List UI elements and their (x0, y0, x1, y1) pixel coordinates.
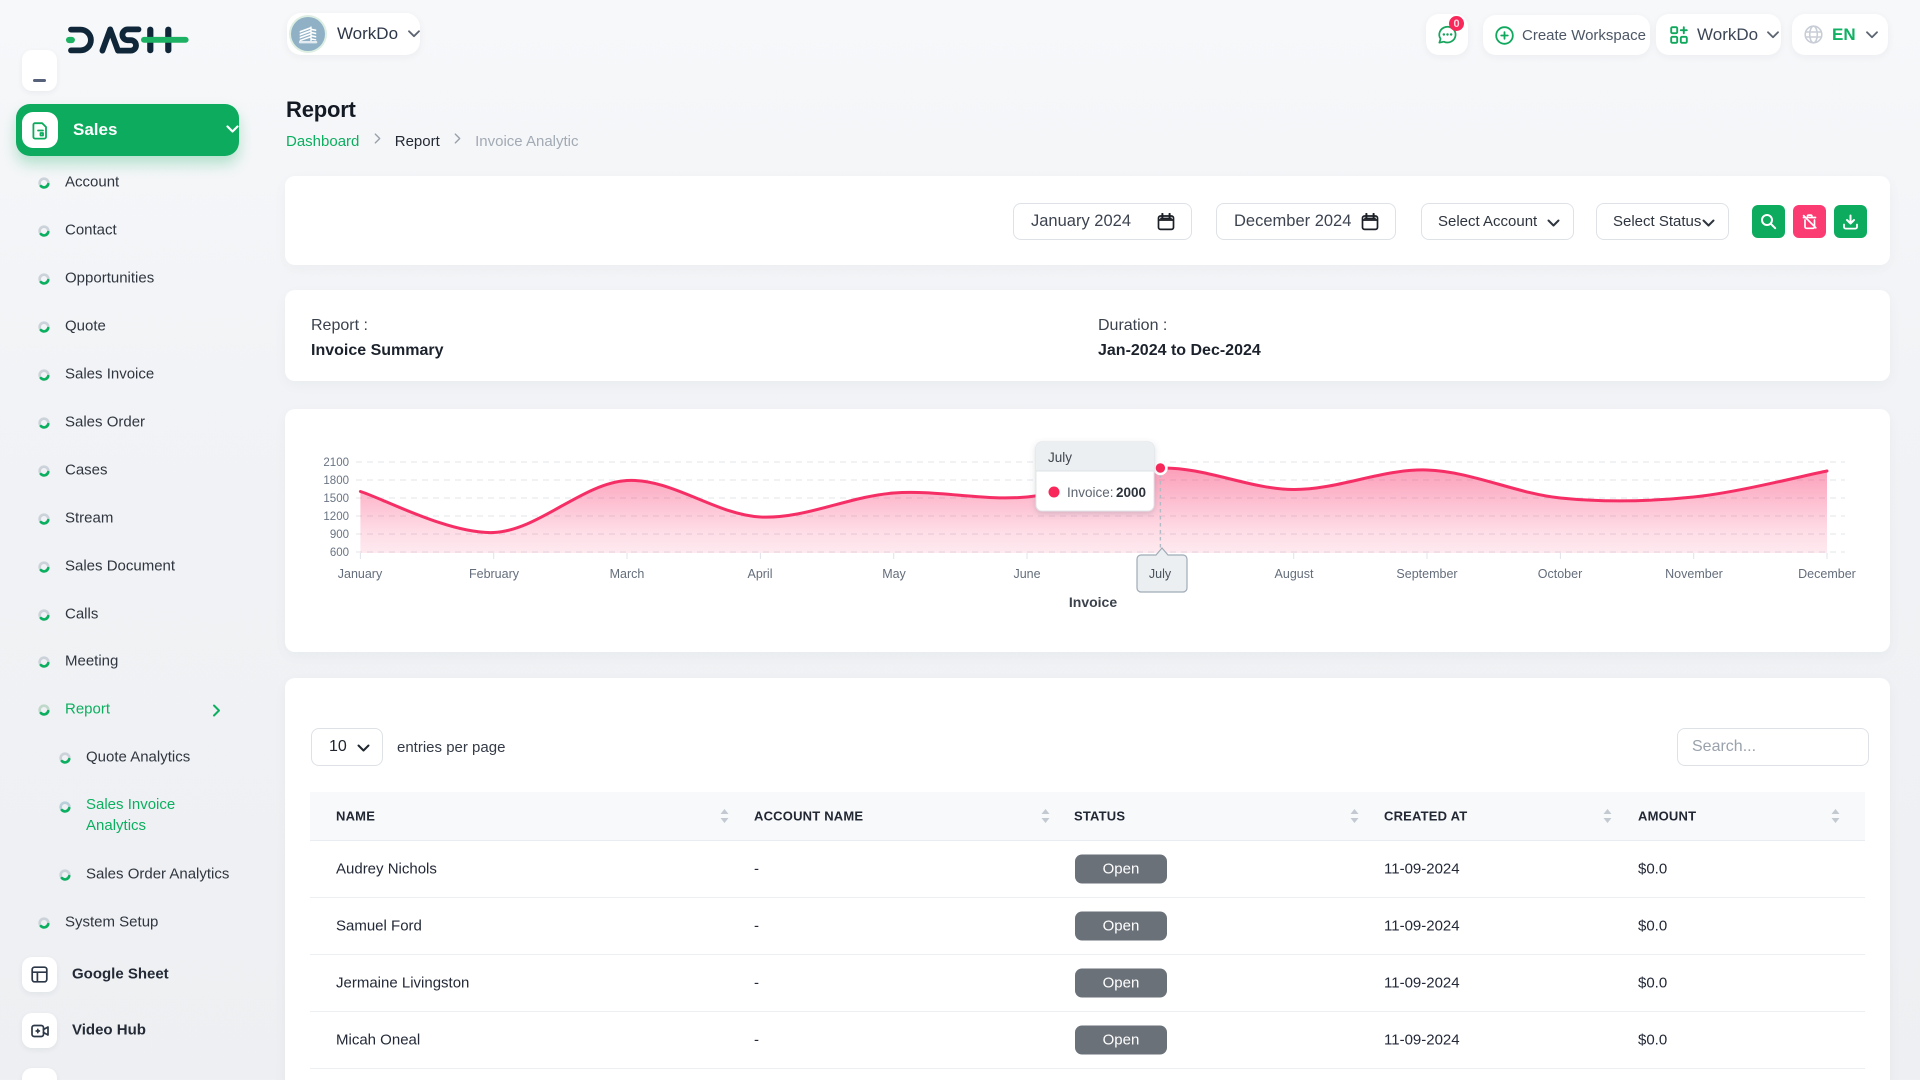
svg-text:1800: 1800 (323, 475, 349, 487)
svg-text:Invoice: Invoice (1069, 594, 1117, 610)
svg-text:January: January (338, 567, 383, 581)
svg-text:1500: 1500 (323, 493, 349, 505)
svg-text:April: April (747, 567, 772, 581)
svg-text:November: November (1665, 567, 1723, 581)
svg-text:December: December (1798, 567, 1856, 581)
svg-text:October: October (1538, 567, 1582, 581)
svg-text:July: July (1149, 567, 1172, 581)
svg-text:2100: 2100 (323, 457, 349, 469)
svg-text:September: September (1396, 567, 1457, 581)
svg-text:March: March (610, 567, 645, 581)
svg-text:May: May (882, 567, 906, 581)
svg-text:Invoice:: Invoice: (1067, 485, 1114, 500)
svg-text:February: February (469, 567, 520, 581)
svg-text:2000: 2000 (1116, 485, 1146, 500)
svg-text:600: 600 (330, 547, 349, 559)
svg-text:August: August (1275, 567, 1314, 581)
svg-text:1200: 1200 (323, 511, 349, 523)
svg-text:July: July (1048, 450, 1072, 465)
svg-text:June: June (1013, 567, 1040, 581)
svg-text:900: 900 (330, 529, 349, 541)
